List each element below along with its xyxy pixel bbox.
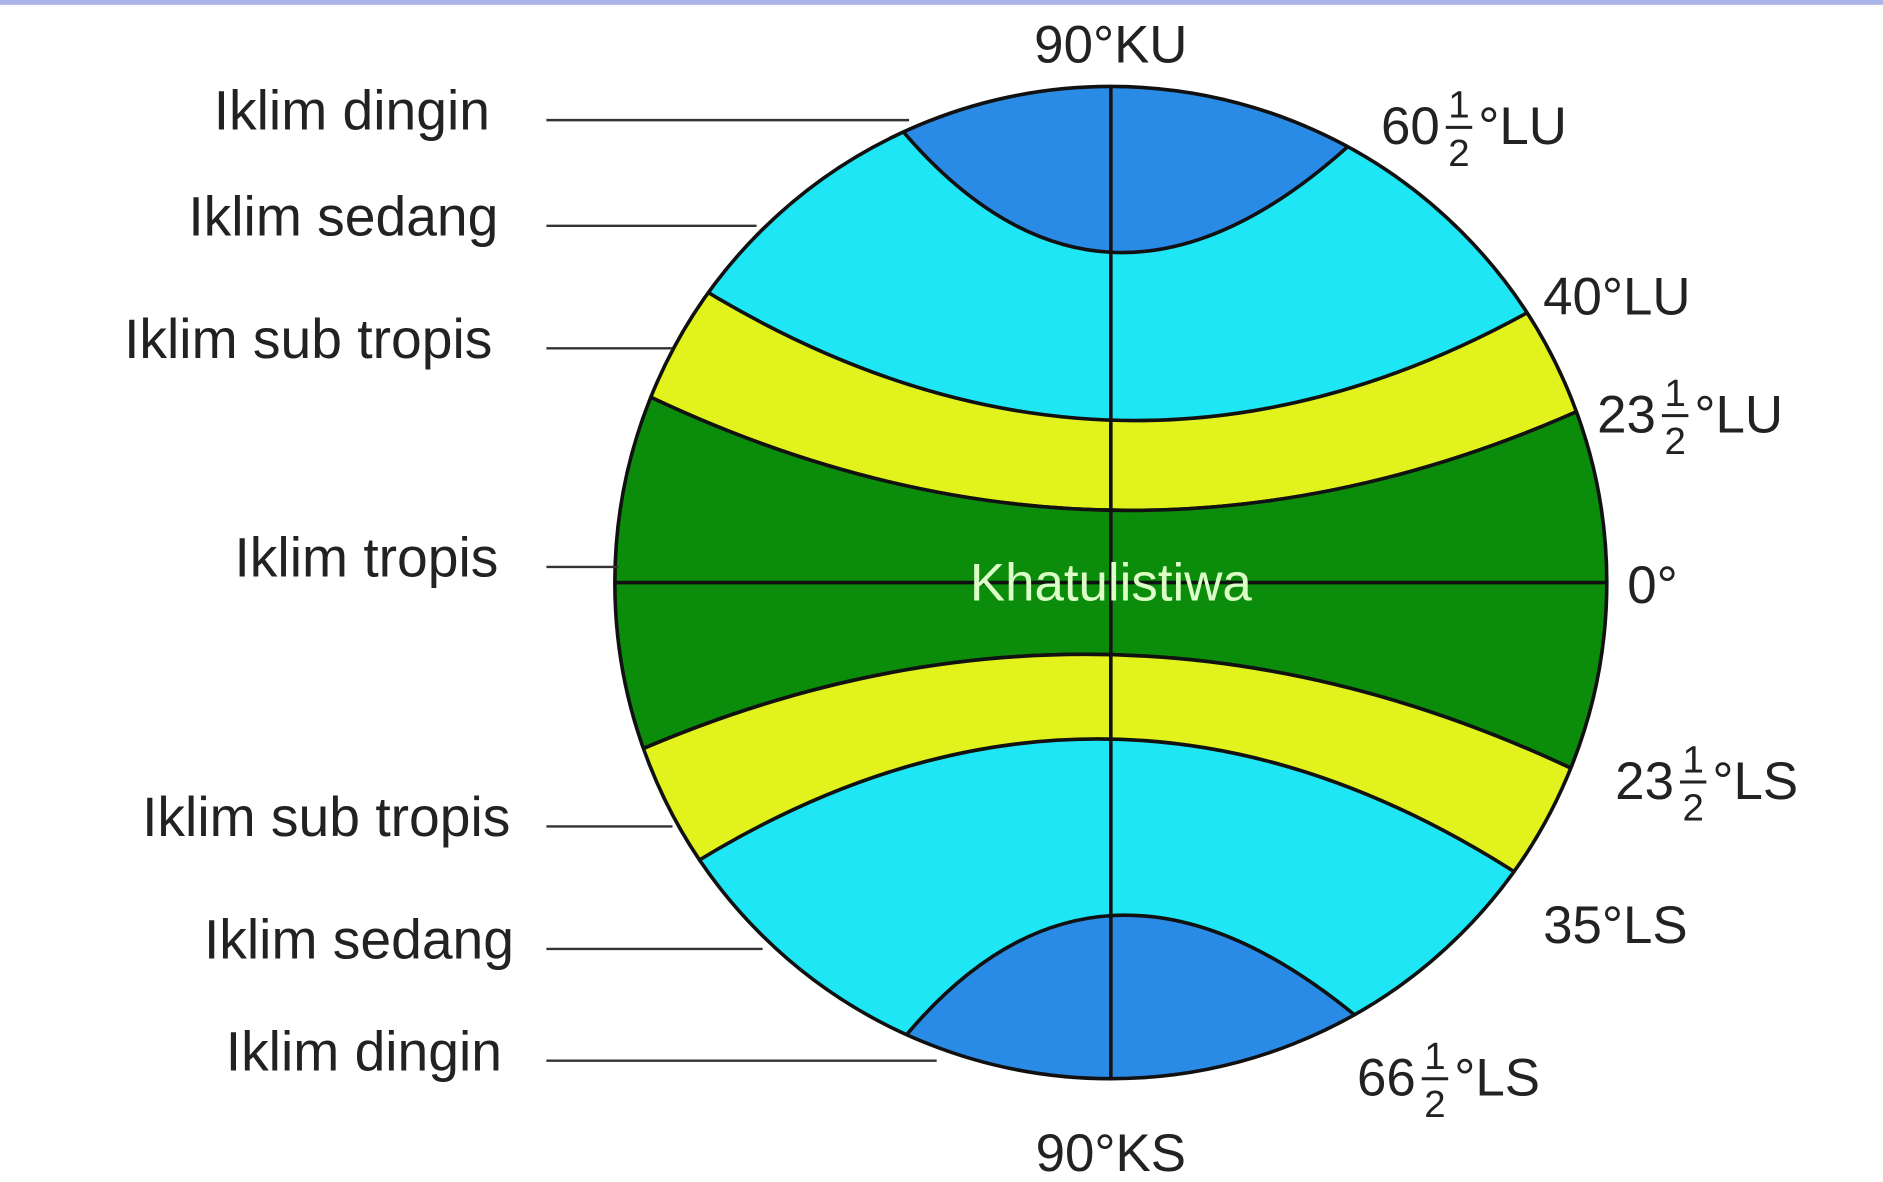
top-border: [0, 0, 1883, 5]
latitude-whole: 66: [1357, 1049, 1416, 1108]
climate-zone-diagram: 90°KU 90°KS Khatulistiwa Iklim dingin Ikl…: [0, 0, 1883, 1182]
latitude-label: 40°LU: [1543, 268, 1690, 327]
zone-label: Iklim dingin: [214, 80, 490, 142]
south-pole-label: 90°KS: [1036, 1124, 1186, 1182]
latitude-unit: °LU: [1478, 97, 1567, 156]
equator-label: Khatulistiwa: [970, 554, 1252, 613]
latitude-unit: °LS: [1712, 752, 1798, 811]
latitude-label: 35°LS: [1543, 896, 1687, 955]
latitude-whole: 60: [1381, 97, 1440, 156]
fraction-numerator: 1: [1682, 738, 1703, 781]
latitude-whole: 23: [1615, 752, 1674, 811]
fraction-denominator: 2: [1682, 786, 1703, 829]
fraction-denominator: 2: [1448, 132, 1469, 175]
latitude-unit: °LS: [1454, 1049, 1540, 1108]
fraction-numerator: 1: [1448, 84, 1469, 127]
zone-label: Iklim sedang: [188, 185, 498, 247]
fraction-denominator: 2: [1424, 1083, 1445, 1126]
fraction-denominator: 2: [1664, 420, 1685, 463]
zone-label: Iklim sub tropis: [142, 786, 510, 848]
north-pole-label: 90°KU: [1034, 15, 1187, 74]
latitude-whole: 23: [1597, 385, 1656, 444]
fraction-numerator: 1: [1664, 372, 1685, 415]
zone-label: Iklim sedang: [204, 909, 514, 971]
zone-label: Iklim dingin: [226, 1020, 502, 1082]
latitude-label: 0°: [1627, 556, 1678, 615]
latitude-unit: °LU: [1694, 385, 1783, 444]
fraction-numerator: 1: [1424, 1035, 1445, 1078]
zone-label: Iklim tropis: [234, 527, 498, 589]
zone-label: Iklim sub tropis: [124, 308, 492, 370]
